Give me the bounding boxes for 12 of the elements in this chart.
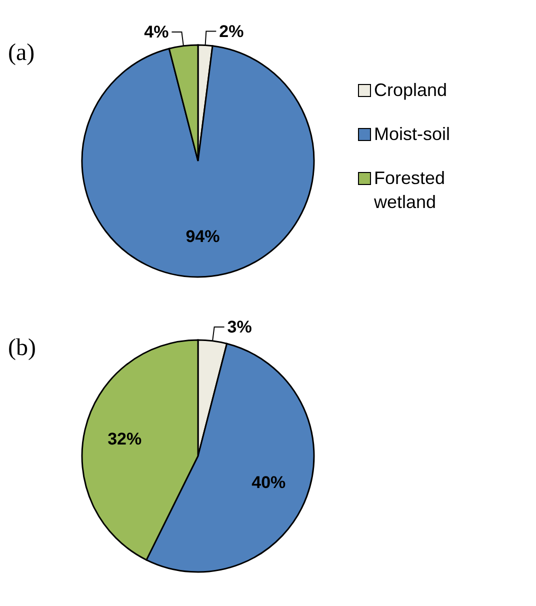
text: (a): [8, 40, 35, 67]
text: (b): [8, 335, 36, 362]
data-label: 94%: [186, 226, 220, 246]
data-label: 3%: [227, 318, 252, 337]
legend-label: Cropland: [374, 78, 448, 102]
data-label: 4%: [144, 22, 169, 42]
legend-label: Forested wetland: [374, 166, 446, 214]
legend-label: Moist-soil: [374, 122, 450, 146]
pie-slice: [81, 45, 315, 278]
data-label: 32%: [108, 429, 142, 448]
data-label: 40%: [252, 472, 286, 492]
data-label: 2%: [219, 22, 244, 41]
